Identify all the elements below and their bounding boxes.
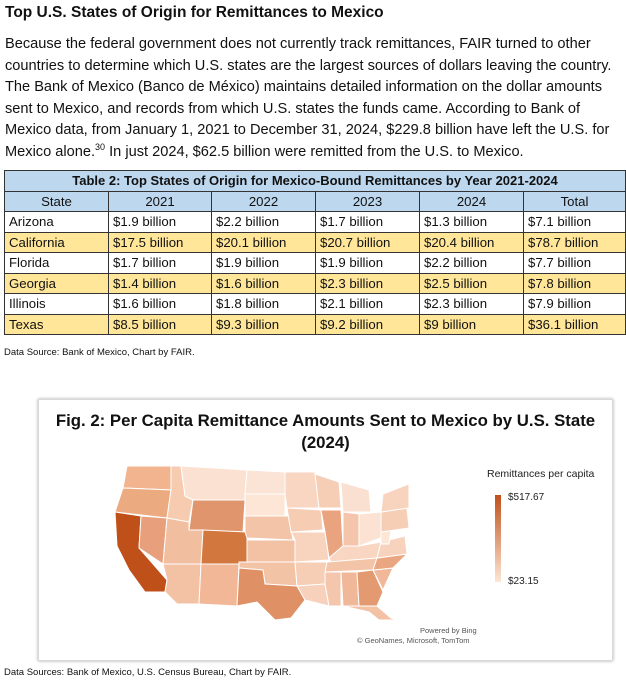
cell-value: $2.2 billion	[211, 211, 316, 233]
state-nebraska	[244, 515, 294, 541]
figure-title-line1: Fig. 2: Per Capita Remittance Amounts Se…	[55, 411, 596, 430]
map-attribution[interactable]: © GeoNames, Microsoft, TomTom	[357, 636, 470, 645]
cell-state: Arizona	[4, 211, 109, 233]
cell-value: $20.4 billion	[419, 231, 524, 253]
state-indiana	[342, 511, 360, 547]
cell-state: California	[4, 231, 109, 253]
state-florida	[342, 605, 398, 620]
state-arkansas	[294, 561, 328, 587]
figure-title: Fig. 2: Per Capita Remittance Amounts Se…	[39, 410, 612, 454]
cell-value: $1.9 billion	[108, 211, 212, 233]
cell-state: Illinois	[4, 293, 109, 315]
state-montana	[180, 465, 248, 501]
cell-total: $7.8 billion	[523, 272, 626, 294]
cell-total: $36.1 billion	[523, 313, 626, 335]
state-new-mexico	[198, 563, 240, 607]
cell-value: $2.3 billion	[315, 272, 420, 294]
col-header-2024: 2024	[419, 190, 524, 212]
state-wisconsin	[314, 473, 342, 509]
state-wyoming	[188, 499, 246, 533]
col-header-total: Total	[523, 190, 626, 212]
cell-state: Florida	[4, 252, 109, 274]
figure-title-line2: (2024)	[301, 433, 350, 452]
table-row: Illinois $1.6 billion $1.8 billion $2.1 …	[4, 293, 626, 315]
cell-state: Texas	[4, 313, 109, 335]
col-header-2022: 2022	[211, 190, 316, 212]
table-source-note: Data Source: Bank of Mexico, Chart by FA…	[4, 347, 195, 358]
table-row: Georgia $1.4 billion $1.6 billion $2.3 b…	[4, 272, 626, 294]
powered-by-bing: Powered by Bing	[420, 626, 477, 635]
state-colorado	[200, 529, 248, 565]
legend-color-scale	[495, 495, 501, 582]
state-iowa	[286, 507, 324, 533]
cell-state: Georgia	[4, 272, 109, 294]
cell-total: $7.7 billion	[523, 252, 626, 274]
footnote-marker[interactable]: 30	[95, 141, 106, 152]
cell-value: $1.6 billion	[108, 293, 212, 315]
state-georgia	[356, 569, 384, 607]
state-alabama	[340, 571, 360, 607]
paragraph-text-end: In just 2024, $62.5 billion were remitte…	[105, 143, 524, 160]
state-mississippi	[324, 571, 342, 607]
paragraph-text: Because the federal government does not …	[5, 36, 612, 160]
state-north-dakota	[244, 469, 286, 495]
cell-value: $2.3 billion	[419, 293, 524, 315]
cell-value: $2.5 billion	[419, 272, 524, 294]
table-header-row: State 2021 2022 2023 2024 Total	[4, 190, 626, 212]
state-kansas	[246, 539, 296, 563]
state-michigan	[340, 481, 372, 513]
cell-value: $20.1 billion	[211, 231, 316, 253]
col-header-2021: 2021	[108, 190, 212, 212]
table-row: Texas $8.5 billion $9.3 billion $9.2 bil…	[4, 313, 626, 335]
col-header-2023: 2023	[315, 190, 420, 212]
cell-total: $7.1 billion	[523, 211, 626, 233]
figure-card: Fig. 2: Per Capita Remittance Amounts Se…	[38, 399, 613, 661]
state-washington	[122, 465, 172, 491]
legend-title: Remittances per capita	[487, 468, 595, 480]
legend-min-value: $23.15	[508, 576, 539, 587]
cell-value: $17.5 billion	[108, 231, 212, 253]
cell-total: $78.7 billion	[523, 231, 626, 253]
table-row: Florida $1.7 billion $1.9 billion $1.9 b…	[4, 252, 626, 274]
state-arizona	[162, 563, 202, 605]
state-south-dakota	[244, 493, 286, 517]
cell-value: $9.3 billion	[211, 313, 316, 335]
cell-value: $1.7 billion	[315, 211, 420, 233]
figure-source-note: Data Sources: Bank of Mexico, U.S. Censu…	[4, 667, 292, 678]
section-heading: Top U.S. States of Origin for Remittance…	[5, 4, 384, 21]
cell-value: $8.5 billion	[108, 313, 212, 335]
cell-value: $2.1 billion	[315, 293, 420, 315]
state-minnesota	[284, 471, 320, 509]
cell-value: $1.9 billion	[315, 252, 420, 274]
us-choropleth-map[interactable]	[79, 460, 409, 620]
cell-value: $9 billion	[419, 313, 524, 335]
cell-value: $1.4 billion	[108, 272, 212, 294]
intro-paragraph: Because the federal government does not …	[5, 34, 621, 163]
state-texas	[236, 567, 306, 620]
table-caption: Table 2: Top States of Origin for Mexico…	[4, 170, 626, 192]
remittances-table: Table 2: Top States of Origin for Mexico…	[4, 170, 626, 335]
cell-value: $2.2 billion	[419, 252, 524, 274]
cell-value: $1.8 billion	[211, 293, 316, 315]
cell-value: $9.2 billion	[315, 313, 420, 335]
state-new-york	[380, 483, 409, 513]
col-header-state: State	[4, 190, 109, 212]
cell-value: $20.7 billion	[315, 231, 420, 253]
table-row: California $17.5 billion $20.1 billion $…	[4, 231, 626, 253]
cell-value: $1.3 billion	[419, 211, 524, 233]
cell-value: $1.6 billion	[211, 272, 316, 294]
table-row: Arizona $1.9 billion $2.2 billion $1.7 b…	[4, 211, 626, 233]
cell-value: $1.7 billion	[108, 252, 212, 274]
cell-value: $1.9 billion	[211, 252, 316, 274]
state-ohio	[358, 511, 382, 547]
state-missouri	[290, 531, 330, 563]
cell-total: $7.9 billion	[523, 293, 626, 315]
legend-max-value: $517.67	[508, 492, 545, 503]
